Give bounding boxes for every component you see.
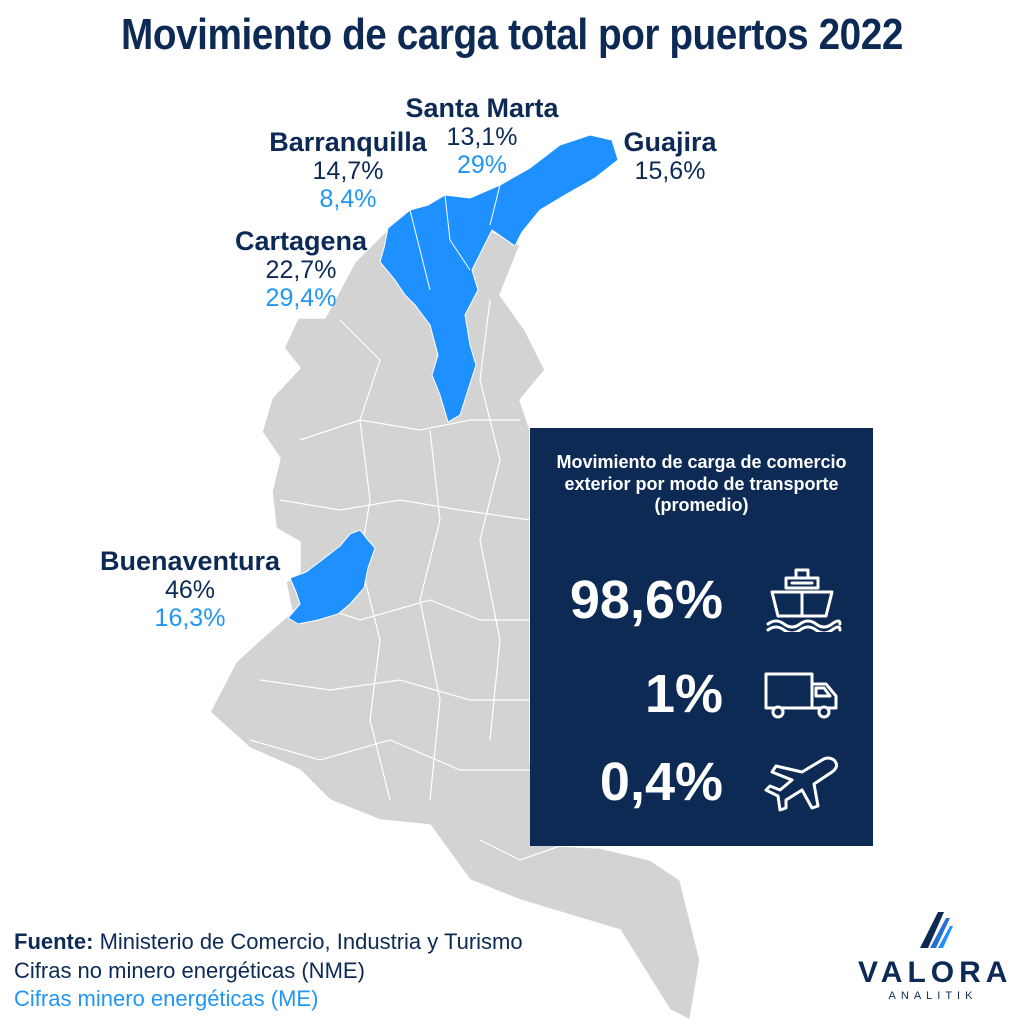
mode-row-air: 0,4%: [530, 742, 873, 822]
mode-value: 1%: [644, 664, 723, 724]
port-santa-marta: Santa Marta 13,1% 29%: [392, 93, 572, 179]
source-label: Fuente:: [14, 929, 94, 954]
logo-brand: VALORA: [858, 956, 1013, 989]
mode-row-truck: 1%: [530, 654, 873, 734]
ship-icon: [766, 568, 842, 632]
port-me-share: 16,3%: [154, 604, 226, 633]
port-nme-share: 14,7%: [312, 157, 384, 186]
valora-analitik-logo: VALORA ANALITIK: [858, 908, 1008, 1008]
port-me-share: 29%: [456, 151, 508, 180]
mode-value: 0,4%: [599, 752, 723, 812]
mode-row-ship: 98,6%: [530, 560, 873, 640]
airplane-icon: [764, 756, 839, 812]
port-nme-share: 15,6%: [634, 157, 706, 186]
port-nme-share: 13,1%: [446, 123, 518, 152]
port-name: Cartagena: [234, 226, 368, 256]
buenaventura-region-highlight: [287, 529, 376, 625]
port-name: Guajira: [623, 127, 717, 157]
caribbean-region-highlight: [379, 134, 619, 423]
port-name: Buenaventura: [99, 546, 281, 576]
nme-legend: Cifras no minero energéticas (NME): [14, 957, 365, 983]
panel-title: Movimiento de carga de comercio exterior…: [556, 452, 847, 516]
port-name: Barranquilla: [269, 127, 427, 157]
port-nme-share: 46%: [164, 576, 216, 605]
mode-value: 98,6%: [569, 570, 723, 630]
port-buenaventura: Buenaventura 46% 16,3%: [90, 546, 290, 632]
truck-icon: [764, 672, 838, 719]
page-title: Movimiento de carga total por puertos 20…: [121, 10, 903, 59]
highlight-internal-borders: [409, 184, 501, 291]
highlighted-regions: [287, 134, 619, 625]
port-barranquilla: Barranquilla 14,7% 8,4%: [258, 127, 438, 213]
port-cartagena: Cartagena 22,7% 29,4%: [222, 226, 380, 312]
port-guajira: Guajira 15,6%: [610, 127, 730, 185]
logo-subtitle: ANALITIK: [888, 990, 978, 1002]
source-text: Ministerio de Comercio, Industria y Turi…: [99, 929, 523, 954]
colombia-landmass: [209, 221, 701, 1022]
port-me-share: 29,4%: [265, 284, 337, 313]
source-notes: Fuente: Ministerio de Comercio, Industri…: [14, 928, 523, 1014]
port-nme-share: 22,7%: [265, 256, 337, 285]
me-legend: Cifras minero energéticas (ME): [14, 986, 319, 1012]
logo-mark-icon: [920, 912, 953, 948]
transport-mode-panel: Movimiento de carga de comercio exterior…: [530, 428, 873, 846]
port-me-share: 8,4%: [319, 185, 377, 214]
department-borders: [249, 299, 561, 861]
port-name: Santa Marta: [405, 93, 559, 123]
